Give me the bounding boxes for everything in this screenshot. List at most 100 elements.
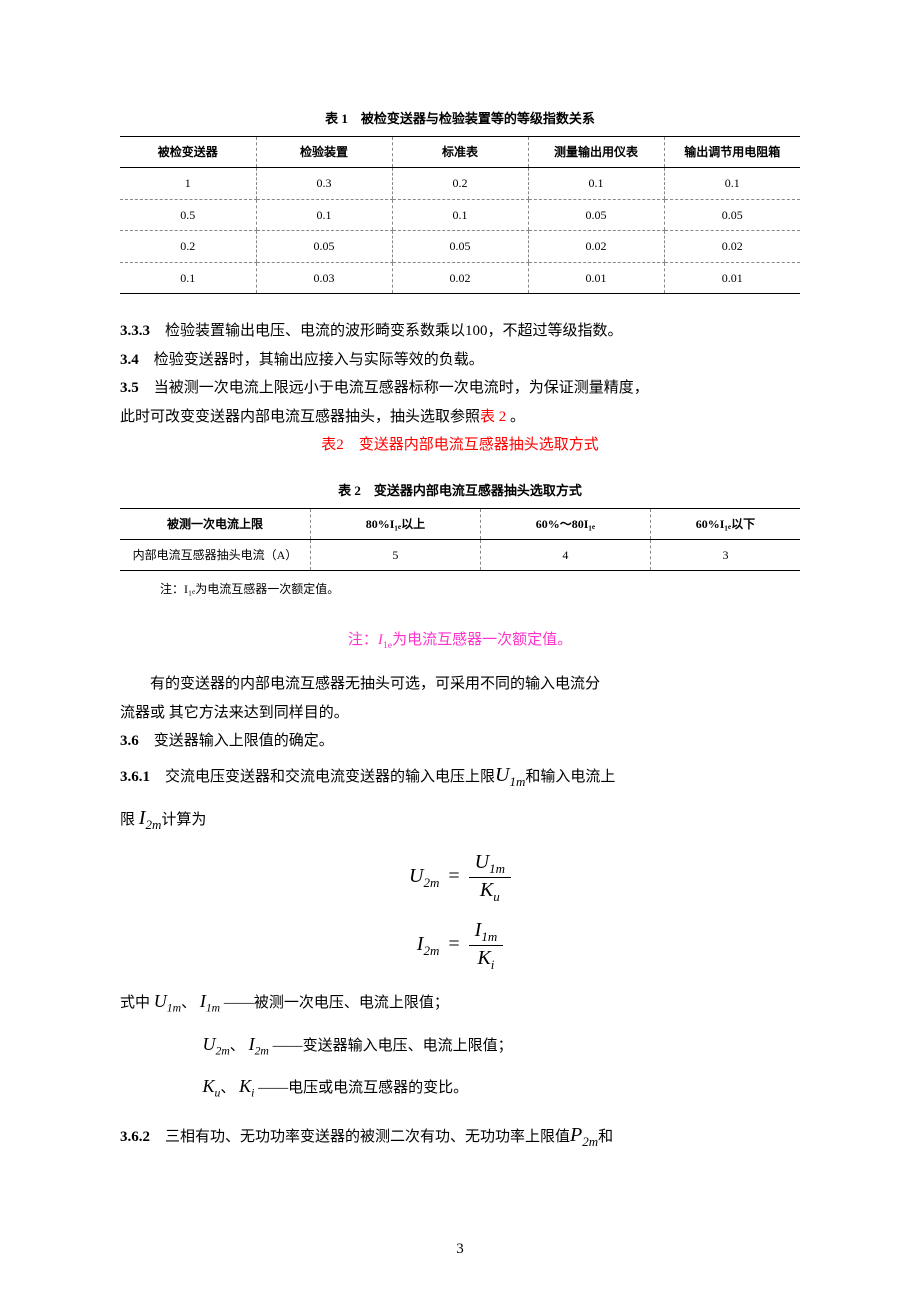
vs: 1m	[509, 774, 525, 789]
lt: ——变送器输入电压、电流上限值；	[273, 1038, 513, 1054]
t1c: 0.2	[120, 231, 256, 262]
t2-h2: 60%～80I₁ₑ	[480, 508, 650, 539]
t1c: 0.3	[256, 168, 392, 199]
table-row: 0.20.050.050.020.02	[120, 231, 800, 262]
pink-center-note: 注：I1e为电流互感器一次额定值。	[120, 628, 800, 655]
secnum: 3.3.3	[120, 323, 150, 339]
var-i2m: I2m	[139, 807, 162, 829]
vs: u	[493, 889, 500, 904]
t1c: 0.01	[664, 262, 800, 293]
eq-den: Ku	[469, 878, 511, 905]
note-pre: 注：	[348, 632, 378, 648]
vv: K	[203, 1076, 215, 1096]
table2-footnote: 注：I₁ₑ为电流互感器一次额定值。	[160, 579, 800, 599]
t2c: 3	[650, 540, 800, 571]
eq-lhs: I2m	[417, 933, 440, 955]
t1c: 0.05	[392, 231, 528, 262]
sectext: 三相有功、无功功率变送器的被测二次有功、无功功率上限值	[150, 1129, 570, 1145]
t1-h4: 输出调节用电阻箱	[664, 137, 800, 168]
vv: U	[495, 764, 509, 786]
legend-2: U2m、 I2m ——变送器输入电压、电流上限值；	[120, 1029, 800, 1061]
vv: U	[203, 1034, 216, 1054]
t2c: 内部电流互感器抽头电流（A）	[120, 540, 310, 571]
sectext: 计算为	[161, 812, 206, 828]
sectext: 变送器输入上限值的确定。	[139, 733, 334, 749]
t1-h2: 标准表	[392, 137, 528, 168]
eq-num: I1m	[469, 918, 504, 946]
vs: i	[251, 1087, 254, 1100]
lt: ——被测一次电压、电流上限值；	[224, 995, 449, 1011]
table1: 被检变送器 检验装置 标准表 测量输出用仪表 输出调节用电阻箱 10.30.20…	[120, 136, 800, 294]
red-caption-inline: 表2 变送器内部电流互感器抽头选取方式	[120, 433, 800, 459]
lv: U1m	[154, 991, 181, 1011]
sectext: 和	[598, 1129, 613, 1145]
table-row: 0.50.10.10.050.05	[120, 199, 800, 230]
sectext: 检验装置输出电压、电流的波形畸变系数乘以100，不超过等级指数。	[150, 323, 623, 339]
lv: U2m	[203, 1034, 230, 1054]
sectext: 限	[120, 812, 139, 828]
t1c: 0.2	[392, 168, 528, 199]
lv: I1m	[200, 991, 220, 1011]
vv: U	[154, 991, 167, 1011]
vs: i	[491, 957, 495, 972]
secnum: 3.6	[120, 733, 139, 749]
para-3-4: 3.4 检验变送器时，其输出应接入与实际等效的负载。	[120, 348, 800, 374]
para-3-6-1b: 限 I2m计算为	[120, 801, 800, 836]
vv: K	[239, 1076, 251, 1096]
legend-head: 式中	[120, 995, 154, 1011]
para-3-6: 3.6 变送器输入上限值的确定。	[120, 729, 800, 755]
sectext: 和输入电流上	[525, 769, 615, 785]
vs: 1m	[489, 861, 505, 876]
eq-eq: =	[448, 933, 459, 955]
eq-eq: =	[448, 865, 459, 887]
vv: U	[475, 851, 489, 873]
vs: u	[215, 1087, 221, 1100]
vs: 1m	[167, 1002, 181, 1015]
lv: Ki	[239, 1076, 254, 1096]
table1-caption: 表 1 被检变送器与检验装置等的等级指数关系	[120, 108, 800, 130]
equation-2: I2m = I1m Ki	[120, 918, 800, 972]
eq-lhs: U2m	[409, 865, 439, 887]
t2c: 4	[480, 540, 650, 571]
sectext: 交流电压变送器和交流电流变送器的输入电压上限	[150, 769, 495, 785]
lt: ——电压或电流互感器的变比。	[258, 1080, 468, 1096]
table2-caption: 表 2 变送器内部电流互感器抽头选取方式	[120, 480, 800, 502]
vs: 2m	[423, 943, 439, 958]
t1c: 0.1	[528, 168, 664, 199]
t1c: 0.1	[664, 168, 800, 199]
table1-header-row: 被检变送器 检验装置 标准表 测量输出用仪表 输出调节用电阻箱	[120, 137, 800, 168]
eq-num: U1m	[469, 850, 511, 878]
table-row: 10.30.20.10.1	[120, 168, 800, 199]
t1c: 0.1	[120, 262, 256, 293]
ref-table2: 表 2	[480, 409, 506, 425]
t1c: 0.05	[664, 199, 800, 230]
t1c: 0.03	[256, 262, 392, 293]
t1c: 0.05	[528, 199, 664, 230]
vs: 2m	[145, 817, 161, 832]
vs: 2m	[423, 875, 439, 890]
vs: 2m	[582, 1134, 598, 1149]
t2-h1: 80%I₁ₑ以上	[310, 508, 480, 539]
t1c: 0.1	[256, 199, 392, 230]
note-sub: 1e	[383, 640, 392, 651]
t2c: 5	[310, 540, 480, 571]
para-3-3-3: 3.3.3 检验装置输出电压、电流的波形畸变系数乘以100，不超过等级指数。	[120, 319, 800, 345]
table2: 被测一次电流上限 80%I₁ₑ以上 60%～80I₁ₑ 60%I₁ₑ以下 内部电…	[120, 508, 800, 572]
sectext: 当被测一次电流上限远小于电流互感器标称一次电流时，为保证测量精度，	[139, 380, 649, 396]
secnum: 3.6.2	[120, 1129, 150, 1145]
table-row: 0.10.030.020.010.01	[120, 262, 800, 293]
t1c: 0.05	[256, 231, 392, 262]
t1-h1: 检验装置	[256, 137, 392, 168]
note-tail: 为电流互感器一次额定值。	[392, 632, 572, 648]
para-3-5b: 此时可改变变送器内部电流互感器抽头，抽头选取参照表 2 。	[120, 405, 800, 431]
t1c: 1	[120, 168, 256, 199]
table2-header-row: 被测一次电流上限 80%I₁ₑ以上 60%～80I₁ₑ 60%I₁ₑ以下	[120, 508, 800, 539]
table-row: 内部电流互感器抽头电流（A） 5 4 3	[120, 540, 800, 571]
sectext: 。	[506, 409, 525, 425]
vs: 2m	[216, 1045, 230, 1058]
vs: 1m	[481, 929, 497, 944]
t1c: 0.02	[392, 262, 528, 293]
t1-h3: 测量输出用仪表	[528, 137, 664, 168]
vv: P	[570, 1124, 582, 1146]
t1-h0: 被检变送器	[120, 137, 256, 168]
